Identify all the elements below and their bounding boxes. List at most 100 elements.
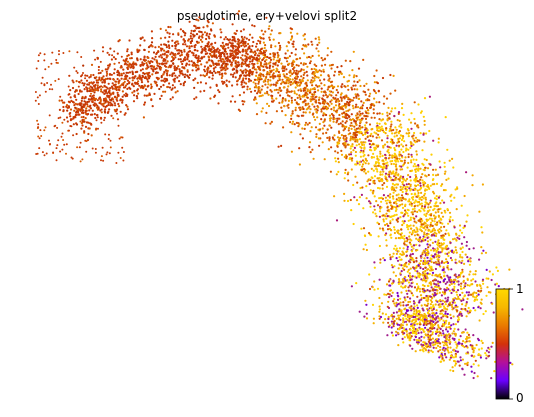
scatter-point	[68, 74, 71, 77]
scatter-point	[281, 101, 284, 104]
scatter-point	[410, 239, 413, 242]
scatter-point	[232, 67, 235, 70]
scatter-point	[410, 309, 413, 312]
scatter-point	[270, 120, 273, 123]
scatter-point	[392, 320, 395, 323]
scatter-point	[391, 215, 394, 218]
scatter-point	[278, 44, 282, 47]
scatter-point	[446, 315, 449, 319]
scatter-point	[287, 106, 290, 109]
scatter-point	[350, 145, 353, 148]
scatter-point	[207, 49, 210, 52]
scatter-point	[410, 278, 413, 281]
scatter-point	[164, 29, 168, 32]
scatter-point	[400, 148, 403, 151]
scatter-point	[390, 129, 393, 132]
scatter-point	[361, 104, 364, 107]
scatter-point	[426, 289, 429, 292]
scatter-point	[229, 52, 232, 55]
scatter-point	[392, 141, 395, 144]
scatter-point	[419, 111, 423, 114]
scatter-point	[277, 70, 280, 74]
scatter-point	[420, 335, 423, 338]
scatter-point	[392, 128, 395, 132]
scatter-point	[428, 336, 431, 339]
scatter-point	[317, 89, 320, 92]
scatter-point	[74, 102, 77, 105]
scatter-point	[150, 83, 153, 86]
scatter-point	[411, 208, 414, 211]
scatter-point	[311, 103, 314, 106]
scatter-point	[378, 136, 381, 139]
scatter-point	[363, 160, 366, 163]
scatter-point	[236, 79, 239, 82]
scatter-point	[306, 88, 309, 91]
scatter-point	[184, 43, 187, 46]
scatter-point	[372, 317, 375, 320]
scatter-point	[322, 107, 325, 110]
scatter-point	[390, 264, 393, 267]
scatter-point	[262, 51, 265, 55]
scatter-point	[507, 314, 511, 317]
scatter-point	[308, 105, 311, 108]
scatter-point	[384, 223, 387, 227]
scatter-point	[434, 253, 437, 256]
scatter-point	[434, 342, 437, 345]
scatter-point	[233, 72, 236, 75]
scatter-point	[94, 116, 97, 120]
scatter-point	[341, 112, 344, 115]
scatter-point	[416, 328, 419, 331]
scatter-point	[416, 306, 419, 309]
scatter-point	[427, 246, 430, 249]
scatter-point	[171, 44, 174, 48]
scatter-point	[290, 114, 293, 117]
scatter-point	[72, 117, 75, 120]
scatter-point	[439, 342, 442, 345]
scatter-point	[85, 79, 89, 82]
scatter-point	[368, 182, 371, 186]
scatter-point	[436, 263, 439, 266]
scatter-point	[209, 97, 212, 100]
scatter-point	[197, 68, 200, 71]
scatter-point	[426, 284, 429, 287]
scatter-point	[269, 75, 272, 78]
scatter-point	[415, 153, 418, 156]
scatter-point	[119, 99, 122, 102]
scatter-point	[403, 220, 406, 223]
scatter-point	[333, 134, 336, 137]
scatter-point	[508, 287, 511, 290]
scatter-point	[418, 139, 421, 142]
scatter-point	[394, 237, 398, 240]
scatter-point	[285, 73, 288, 76]
scatter-point	[435, 283, 438, 286]
scatter-point	[407, 286, 410, 289]
scatter-point	[326, 136, 329, 139]
scatter-point	[400, 165, 403, 168]
scatter-point	[414, 269, 417, 272]
scatter-point	[409, 189, 412, 192]
scatter-point	[408, 272, 411, 275]
scatter-point	[287, 82, 290, 85]
scatter-point	[413, 220, 416, 223]
scatter-point	[420, 343, 423, 346]
scatter-point	[503, 293, 506, 296]
scatter-point	[423, 123, 426, 126]
scatter-point	[437, 282, 440, 285]
scatter-point	[473, 371, 476, 375]
scatter-point	[109, 47, 112, 50]
scatter-point	[106, 51, 109, 54]
scatter-point	[207, 35, 210, 38]
scatter-point	[424, 228, 427, 231]
scatter-point	[407, 268, 410, 271]
scatter-point	[188, 20, 191, 23]
scatter-point	[409, 253, 412, 256]
scatter-point	[294, 109, 297, 112]
scatter-point	[388, 129, 391, 133]
scatter-point	[441, 247, 444, 250]
scatter-point	[431, 337, 434, 340]
scatter-point	[482, 282, 485, 285]
scatter-point	[426, 202, 429, 205]
scatter-point	[397, 132, 400, 135]
scatter-point	[184, 58, 187, 61]
scatter-point	[123, 78, 126, 81]
